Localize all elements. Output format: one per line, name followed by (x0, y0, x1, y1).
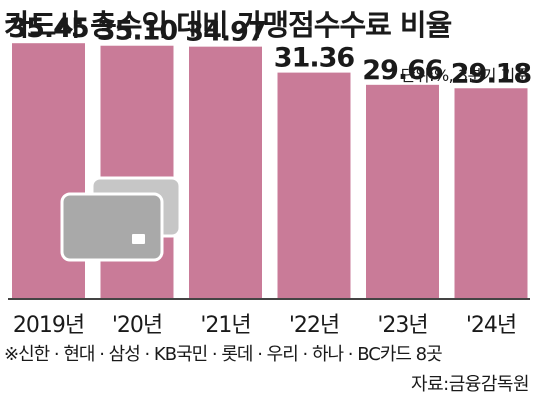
value-label-4: 31.36 (274, 43, 355, 74)
bar-3 (189, 46, 262, 299)
x-tick-label-3: '21년 (200, 313, 250, 338)
x-tick-label-6: '24년 (466, 313, 516, 338)
value-label-3: 34.97 (185, 17, 265, 48)
credit-card-icon (60, 176, 182, 262)
footnote: ※신한 · 현대 · 삼성 · KB국민 · 롯데 · 우리 · 하나 · BC… (4, 344, 443, 365)
value-label-6: 29.18 (451, 58, 532, 89)
x-tick-label-1: 2019년 (13, 313, 84, 338)
unit-note: 단위:%, 3분기 기준 (400, 66, 530, 85)
chart-title: 카드사 총수익 대비 가맹점수수료 비율 (4, 8, 452, 42)
bar-4 (277, 72, 351, 298)
value-label-1: 35.45 (8, 13, 88, 44)
card-chip-shape (132, 234, 145, 244)
x-tick-label-5: '23년 (377, 313, 427, 338)
value-label-5: 29.66 (362, 55, 443, 86)
x-tick-label-4: '22년 (289, 313, 339, 338)
x-tick-labels-group: 2019년 '20년 '21년 '22년 '23년 '24년 (13, 313, 517, 338)
value-labels-group: 35.45 35.10 34.97 31.36 29.66 29.18 (8, 13, 532, 89)
source-note: 자료:금융감독원 (411, 374, 529, 395)
value-label-2: 35.10 (97, 16, 178, 47)
card-front-shape (60, 192, 164, 262)
x-tick-label-2: '20년 (112, 313, 162, 338)
bar-5 (366, 84, 439, 298)
bars-group (12, 43, 528, 299)
bar-6 (454, 88, 528, 298)
